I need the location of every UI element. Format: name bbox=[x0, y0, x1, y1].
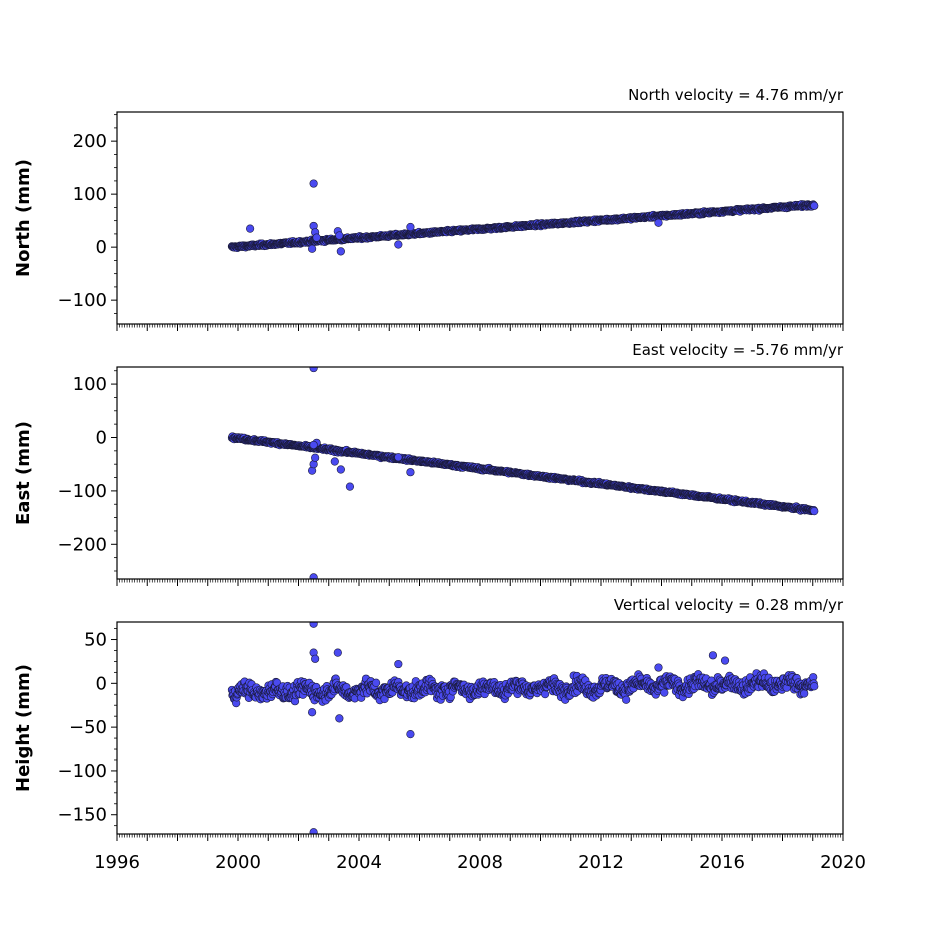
y-tick-label: −100 bbox=[58, 290, 107, 311]
outlier-point bbox=[406, 222, 415, 232]
outlier-point bbox=[406, 468, 415, 477]
outlier-point bbox=[394, 240, 403, 249]
y-axis-label: North (mm) bbox=[13, 159, 34, 277]
y-tick-label: 0 bbox=[96, 427, 107, 448]
outlier-point bbox=[394, 659, 403, 669]
velocity-title: North velocity = 4.76 mm/yr bbox=[628, 86, 844, 104]
outlier-point bbox=[309, 179, 318, 188]
outlier-point bbox=[312, 233, 321, 242]
axes-frame bbox=[116, 111, 844, 325]
outlier-point bbox=[720, 656, 730, 665]
y-tick-label: 100 bbox=[73, 184, 107, 205]
outlier-point bbox=[394, 453, 403, 462]
y-tick-label: −100 bbox=[58, 761, 107, 782]
y-tick-label: −150 bbox=[58, 805, 107, 826]
data-point bbox=[800, 689, 809, 698]
outlier-point bbox=[309, 440, 318, 450]
outlier-point bbox=[336, 247, 345, 256]
outlier-point bbox=[246, 224, 255, 233]
velocity-title: Vertical velocity = 0.28 mm/yr bbox=[614, 596, 844, 614]
y-tick-label: −100 bbox=[58, 481, 107, 502]
data-points bbox=[227, 622, 819, 834]
outlier-point bbox=[335, 714, 344, 723]
outlier-point bbox=[309, 828, 318, 834]
x-tick-label: 2020 bbox=[820, 852, 866, 873]
axes-frame bbox=[116, 621, 844, 835]
velocity-title: East velocity = -5.76 mm/yr bbox=[632, 341, 844, 359]
north-panel: −100 0 100 200 North (mm) North velocity = 4.… bbox=[13, 86, 844, 331]
y-tick-label: −50 bbox=[69, 717, 107, 738]
outlier-point bbox=[308, 244, 317, 253]
x-tick-label: 2016 bbox=[699, 852, 745, 873]
y-tick-label: 100 bbox=[73, 374, 107, 395]
x-tick-label: 2004 bbox=[336, 852, 382, 873]
outlier-point bbox=[345, 482, 355, 491]
outlier-point bbox=[308, 708, 317, 717]
outlier-point bbox=[311, 453, 320, 462]
height-panel: −150 −100 −50 0 50 Height (mm) Vertical veloci… bbox=[13, 596, 866, 873]
y-axis-label: East (mm) bbox=[13, 421, 34, 525]
y-tick-label: 50 bbox=[84, 630, 107, 651]
outlier-point bbox=[309, 622, 318, 628]
x-tick-label: 2008 bbox=[457, 852, 503, 873]
outlier-point bbox=[311, 654, 320, 663]
y-tick-label: 0 bbox=[96, 673, 107, 694]
outlier-point bbox=[330, 457, 339, 466]
outlier-point bbox=[333, 648, 342, 657]
east-panel: −200 −100 0 100 East (mm) East velocity = -5.… bbox=[13, 341, 844, 586]
outlier-point bbox=[708, 651, 718, 660]
x-tick-label: 2012 bbox=[578, 852, 624, 873]
outlier-point bbox=[335, 231, 344, 240]
outlier-point bbox=[654, 218, 663, 227]
outlier-point bbox=[654, 663, 663, 672]
data-point bbox=[540, 690, 550, 699]
outlier-point bbox=[406, 730, 415, 739]
y-tick-label: 0 bbox=[96, 237, 107, 258]
y-tick-label: −200 bbox=[58, 534, 107, 555]
y-axis-label: Height (mm) bbox=[13, 664, 34, 792]
data-points bbox=[227, 179, 819, 256]
outlier-point bbox=[309, 367, 318, 373]
outlier-point bbox=[309, 573, 318, 579]
data-point bbox=[810, 201, 819, 210]
outlier-point bbox=[336, 465, 345, 474]
data-points bbox=[227, 367, 819, 579]
y-tick-label: 200 bbox=[73, 131, 107, 152]
x-tick-label: 1996 bbox=[94, 852, 140, 873]
data-point bbox=[371, 678, 381, 687]
data-point bbox=[810, 682, 819, 691]
data-point bbox=[622, 695, 631, 704]
data-point bbox=[660, 688, 669, 697]
x-tick-label: 2000 bbox=[215, 852, 261, 873]
data-point bbox=[810, 506, 819, 516]
